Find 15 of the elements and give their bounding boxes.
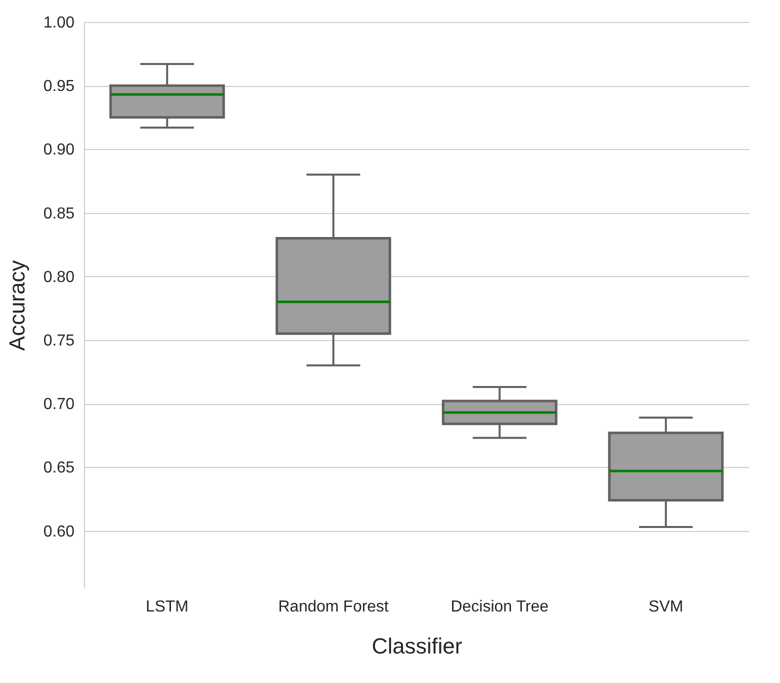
x-tick-label: LSTM [146, 598, 188, 616]
y-tick-label: 0.60 [43, 523, 75, 540]
x-tick-label: SVM [648, 598, 684, 616]
y-tick-label: 0.90 [43, 142, 75, 159]
x-tick-label: Decision Tree [450, 598, 549, 616]
y-tick-label: 0.65 [43, 460, 75, 477]
y-tick-label: 0.80 [43, 268, 75, 286]
y-axis-title: Accuracy [4, 260, 30, 351]
x-tick-label: Random Forest [278, 598, 390, 616]
y-tick-label: 1.00 [43, 14, 75, 32]
y-tick-label: 0.85 [43, 205, 75, 222]
y-tick-label: 0.75 [43, 332, 75, 350]
x-axis-title: Classifier [372, 634, 462, 658]
y-tick-label: 0.70 [43, 396, 75, 414]
y-tick-label: 0.95 [43, 78, 75, 96]
